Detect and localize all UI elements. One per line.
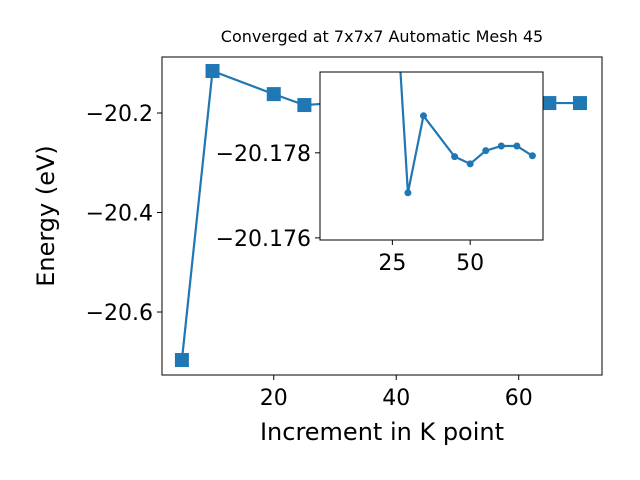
x-tick-label: 40 bbox=[382, 386, 410, 411]
y-tick-label: −20.2 bbox=[86, 102, 153, 127]
x-tick-label: 20 bbox=[260, 386, 288, 411]
marker bbox=[404, 189, 412, 197]
marker bbox=[419, 112, 427, 120]
marker bbox=[266, 87, 281, 102]
y-tick-label: −20.176 bbox=[216, 227, 311, 252]
marker bbox=[497, 142, 505, 150]
plot-content bbox=[399, 72, 536, 197]
x-tick-label: 50 bbox=[456, 251, 484, 276]
marker bbox=[451, 153, 459, 161]
y-tick-label: −20.6 bbox=[86, 301, 153, 326]
axes-frame bbox=[161, 56, 603, 376]
y-axis-label: Energy (eV) bbox=[32, 145, 60, 287]
marker bbox=[466, 160, 474, 168]
marker bbox=[174, 353, 189, 368]
marker bbox=[572, 96, 587, 111]
x-tick-label: 60 bbox=[505, 386, 533, 411]
x-axis-label: Increment in K point bbox=[260, 418, 504, 446]
y-tick-label: −20.178 bbox=[216, 142, 311, 167]
chart-title: Converged at 7x7x7 Automatic Mesh 45 bbox=[221, 27, 543, 46]
marker bbox=[297, 98, 312, 113]
axes-frame bbox=[319, 71, 544, 241]
x-tick-label: 25 bbox=[378, 251, 406, 276]
marker bbox=[205, 64, 220, 79]
marker bbox=[513, 142, 521, 150]
plot-area bbox=[320, 72, 543, 240]
y-tick-label: −20.4 bbox=[86, 202, 153, 227]
marker bbox=[542, 96, 557, 111]
axes: 25 50 −20.178 −20.176 bbox=[216, 71, 544, 276]
marker bbox=[482, 147, 490, 155]
marker bbox=[528, 152, 536, 160]
